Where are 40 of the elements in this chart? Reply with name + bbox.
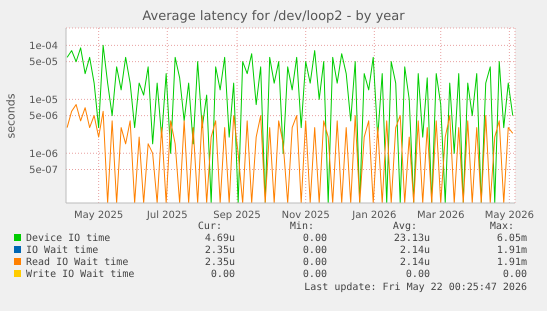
text: 0.00: [502, 269, 527, 281]
y-tick-label: 5e-06: [29, 111, 58, 122]
text: 0.00: [302, 233, 327, 245]
x-tick-label: Jul 2025: [146, 210, 188, 222]
text: Cur:: [198, 221, 222, 233]
legend-label: IO Wait time: [25, 245, 98, 257]
y-axis-title: seconds: [4, 94, 18, 138]
x-tick-label: Sep 2025: [213, 210, 261, 222]
text: Max:: [490, 221, 514, 233]
text: 1.91m: [496, 257, 527, 269]
legend-label: Read IO Wait time: [25, 257, 128, 269]
x-tick-label: Jan 2026: [351, 210, 396, 222]
x-tick-label: Nov 2025: [282, 210, 330, 222]
y-tick-label: 5e-05: [29, 57, 58, 68]
x-tick-label: May 2026: [484, 210, 534, 222]
text: 2.35u: [204, 245, 235, 257]
text: 0.00: [406, 269, 430, 281]
text: 4.69u: [204, 233, 235, 245]
x-tick-label: May 2025: [74, 210, 124, 222]
text: 0.00: [302, 245, 327, 257]
chart-title: Average latency for /dev/loop2 - by year: [141, 9, 406, 24]
text: 1.91m: [496, 245, 527, 257]
text: Last update: Fri May 22 00:25:47 2026: [304, 282, 527, 294]
y-tick-label: 1e-05: [29, 94, 58, 106]
text: 0.00: [210, 269, 235, 281]
text: 0.00: [302, 269, 327, 281]
y-tick-label: 1e-04: [29, 40, 58, 52]
text: 2.35u: [204, 257, 235, 269]
legend-label: Device IO time: [25, 233, 110, 245]
text: 2.14u: [400, 245, 430, 257]
text: Min:: [290, 221, 314, 233]
legend-label: Write IO Wait time: [25, 269, 134, 281]
y-tick-label: 5e-07: [29, 165, 58, 176]
text: Avg:: [392, 221, 417, 233]
text: 2.14u: [400, 257, 430, 269]
text: 6.05m: [496, 233, 527, 245]
text: 23.13u: [394, 233, 430, 245]
x-tick-label: Mar 2026: [416, 210, 464, 222]
y-tick-label: 1e-06: [29, 148, 58, 160]
text: 0.00: [302, 257, 327, 269]
